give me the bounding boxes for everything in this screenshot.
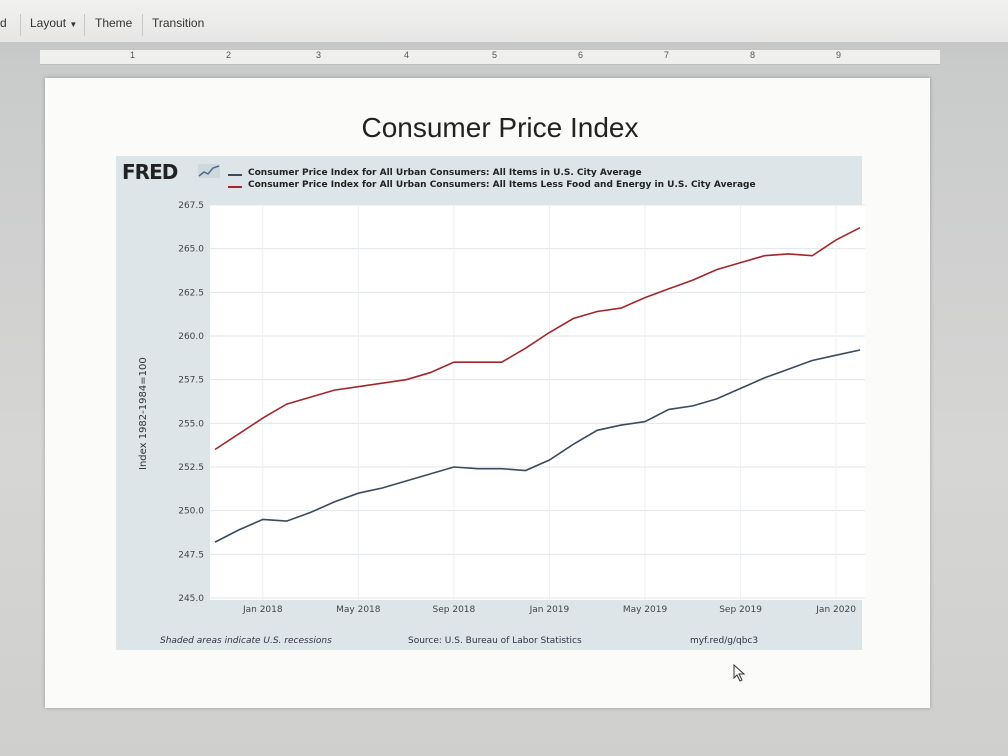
footer-recession-note: Shaded areas indicate U.S. recessions [160,636,332,646]
y-axis-label: Index 1982-1984=100 [138,357,149,470]
ruler-mark: 2 [226,50,232,60]
x-tick-label: Jan 2019 [529,605,570,615]
menu-item-theme[interactable]: Theme [95,16,133,30]
x-tick-label: May 2019 [623,605,668,615]
y-tick-label: 265.0 [178,245,204,255]
ruler-mark: 4 [404,50,410,60]
ruler-mark: 6 [578,50,584,60]
y-tick-label: 252.5 [178,463,204,473]
menu-separator [142,14,143,36]
ruler-mark: 1 [130,50,136,60]
layout-label: Layout [30,16,67,30]
fred-logo: FRED [122,160,178,184]
menubar: d Layout ▼ Theme Transition [0,0,1008,43]
ruler: 1 2 3 4 5 6 7 8 9 [40,50,940,65]
mouse-cursor-icon [733,664,746,682]
series-line-1 [214,349,861,543]
y-tick-label: 250.0 [178,507,204,517]
series-lines [214,226,861,543]
footer-source: Source: U.S. Bureau of Labor Statistics [408,636,582,646]
y-tick-label: 257.5 [178,376,204,386]
legend-swatch-series-1 [228,174,242,176]
x-tick-label: May 2018 [336,605,381,615]
menu-item-layout[interactable]: Layout ▼ [30,16,77,30]
ruler-mark: 5 [492,50,498,60]
menu-item-transition[interactable]: Transition [152,16,205,30]
x-tick-label: Jan 2018 [242,605,283,615]
plot-area [210,205,865,600]
y-tick-labels: 245.0 247.5 250.0 252.5 255.0 257.5 260.0 262.5… [178,201,204,604]
legend-label-series-1: Consumer Price Index for All Urban Consu… [248,168,642,178]
y-tick-label: 260.0 [178,332,204,342]
y-tick-label: 255.0 [178,419,204,429]
ruler-mark: 3 [316,50,322,60]
menu-separator [20,14,21,36]
x-tick-label: Sep 2019 [719,605,762,615]
x-tick-labels: Jan 2018 May 2018 Sep 2018 Jan 2019 May 2019… [242,605,856,615]
menu-item-partial[interactable]: d [0,16,7,30]
grid-lines [210,204,865,600]
ruler-mark: 8 [750,50,756,60]
legend-swatch-series-2 [228,186,242,188]
legend-label-series-2: Consumer Price Index for All Urban Consu… [248,180,756,190]
ruler-mark: 7 [664,50,670,60]
menu-separator [84,14,85,36]
footer-url[interactable]: myf.red/g/qbc3 [690,636,759,646]
y-tick-label: 245.0 [178,594,204,604]
y-tick-label: 267.5 [178,201,204,211]
y-tick-label: 247.5 [178,550,204,560]
x-tick-label: Sep 2018 [433,605,476,615]
y-tick-label: 262.5 [178,288,204,298]
x-tick-label: Jan 2020 [815,605,856,615]
chart-trend-icon [198,164,220,178]
series-line-2 [214,226,861,451]
chevron-down-icon: ▼ [69,20,78,29]
ruler-mark: 9 [836,50,842,60]
slide-title[interactable]: Consumer Price Index [361,112,639,143]
